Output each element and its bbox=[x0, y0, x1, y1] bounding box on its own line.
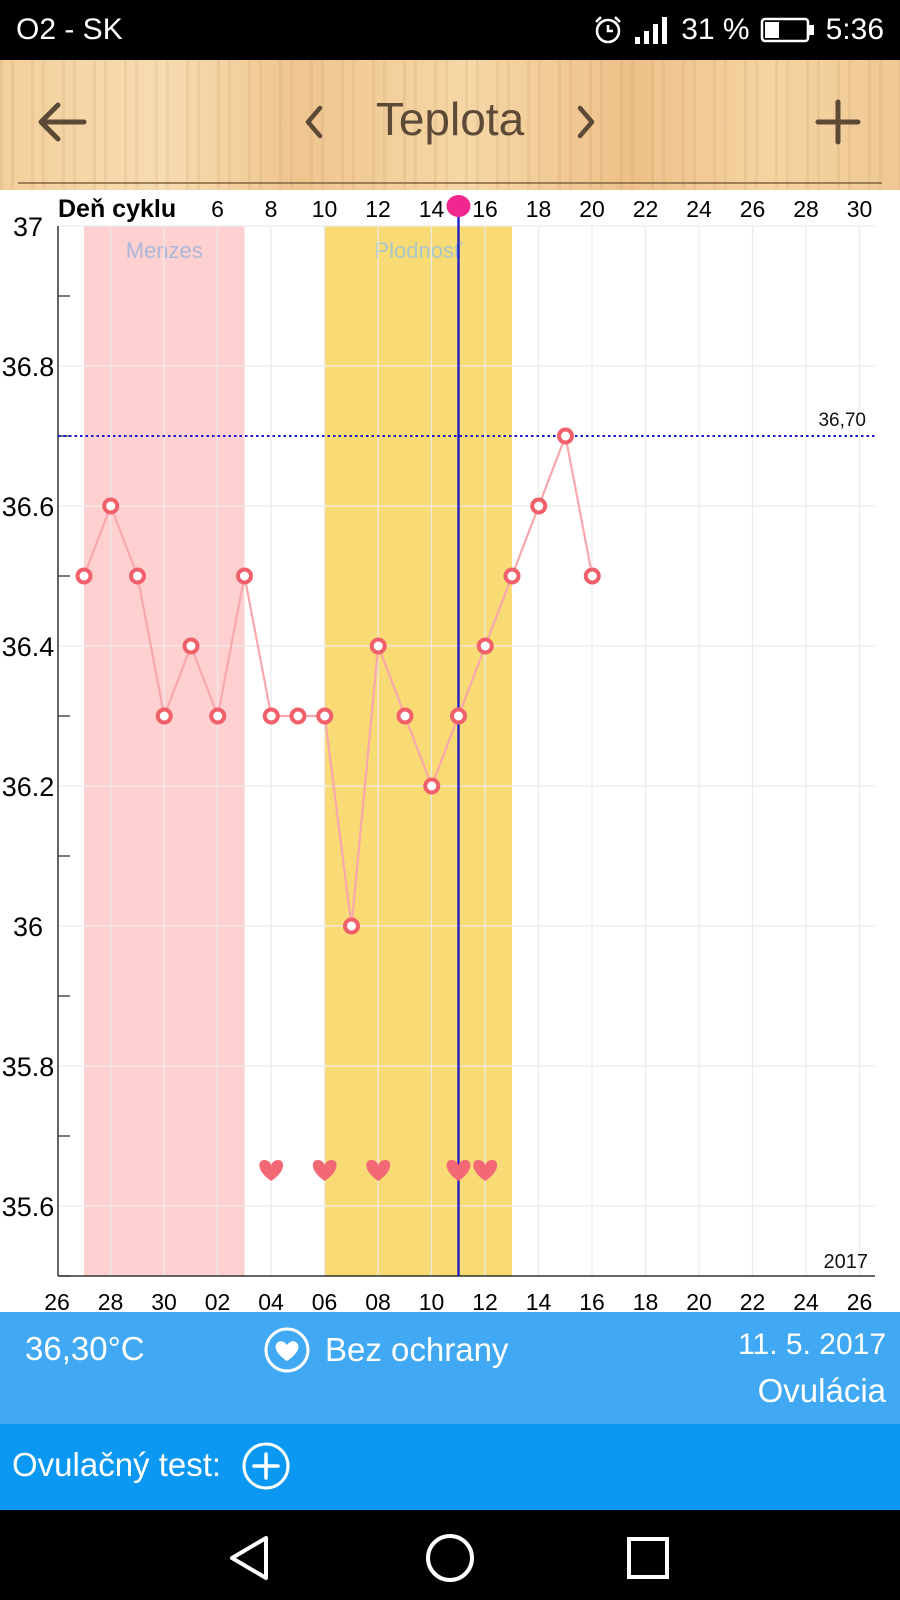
heart-icon bbox=[366, 1160, 391, 1181]
y-tick-label: 36.2 bbox=[2, 772, 55, 802]
heart-icon bbox=[312, 1160, 337, 1181]
clock: 5:36 bbox=[825, 13, 884, 46]
date-tick-label: 14 bbox=[526, 1289, 552, 1314]
toolbar: Teplota bbox=[0, 60, 900, 190]
selected-day-marker[interactable] bbox=[446, 195, 471, 217]
cycle-tick-label: 24 bbox=[686, 196, 712, 222]
cycle-tick-label: 20 bbox=[579, 196, 605, 222]
cycle-tick-label: 14 bbox=[419, 196, 445, 222]
day-info-panel[interactable]: 36,30°C Bez ochrany 11. 5. 2017 Ovulácia bbox=[0, 1312, 900, 1424]
cycle-day-axis-label: Deň cyklu bbox=[58, 195, 176, 223]
date-tick-label: 20 bbox=[686, 1289, 712, 1314]
temperature-point[interactable] bbox=[289, 707, 307, 725]
y-tick-label: 36 bbox=[13, 912, 43, 942]
cycle-tick-label: 18 bbox=[526, 196, 552, 222]
y-tick-label: 35.6 bbox=[2, 1192, 55, 1222]
date-tick-label: 02 bbox=[205, 1289, 231, 1314]
signal-icon bbox=[635, 17, 668, 44]
date-tick-label: 26 bbox=[44, 1289, 70, 1314]
date-tick-label: 28 bbox=[98, 1289, 124, 1314]
temperature-point[interactable] bbox=[209, 707, 227, 725]
year-label: 2017 bbox=[824, 1251, 869, 1273]
temperature-point[interactable] bbox=[182, 637, 200, 655]
temperature-point[interactable] bbox=[583, 567, 601, 585]
date-tick-label: 12 bbox=[472, 1289, 498, 1314]
heart-icon bbox=[446, 1160, 471, 1181]
status-bar: O2 - SK 31 % 5:36 bbox=[0, 0, 900, 60]
temperature-point[interactable] bbox=[530, 497, 548, 515]
cycle-tick-label: 26 bbox=[740, 196, 766, 222]
ovulation-test-panel: Ovulačný test: bbox=[0, 1424, 900, 1510]
date-tick-label: 22 bbox=[740, 1289, 766, 1314]
chevron-right-icon[interactable] bbox=[572, 102, 600, 142]
battery-icon bbox=[760, 17, 814, 43]
temperature-point[interactable] bbox=[75, 567, 93, 585]
carrier-name: O2 - SK bbox=[16, 13, 123, 46]
cycle-tick-label: 16 bbox=[472, 196, 498, 222]
threshold-label: 36,70 bbox=[818, 410, 866, 431]
protection-status[interactable]: Bez ochrany bbox=[263, 1326, 508, 1374]
cycle-phase: Ovulácia bbox=[757, 1372, 886, 1409]
temperature-point[interactable] bbox=[476, 637, 494, 655]
temperature-point[interactable] bbox=[343, 917, 360, 935]
screen-title: Teplota bbox=[375, 93, 525, 145]
date-tick-label: 30 bbox=[151, 1289, 177, 1314]
temperature-point[interactable] bbox=[102, 497, 120, 515]
triangle-back-icon[interactable] bbox=[222, 1530, 278, 1586]
cycle-tick-label: 30 bbox=[847, 196, 873, 222]
protection-label: Bez ochrany bbox=[325, 1331, 509, 1368]
plus-circle-icon[interactable] bbox=[240, 1440, 292, 1492]
cycle-tick-label: 22 bbox=[633, 196, 659, 222]
heart-icon bbox=[473, 1160, 498, 1181]
ovulation-test-label: Ovulačný test: bbox=[12, 1446, 222, 1483]
cycle-tick-label: 8 bbox=[265, 196, 278, 222]
date-tick-label: 10 bbox=[419, 1289, 445, 1314]
y-tick-label: 37 bbox=[13, 212, 43, 242]
temperature-point[interactable] bbox=[450, 707, 467, 725]
temperature-point[interactable] bbox=[423, 777, 441, 795]
temperature-value: 36,30°C bbox=[25, 1330, 145, 1367]
y-tick-label: 35.8 bbox=[2, 1052, 55, 1082]
temperature-point[interactable] bbox=[316, 707, 334, 725]
arrow-left-icon[interactable] bbox=[36, 96, 88, 148]
temperature-point[interactable] bbox=[369, 637, 387, 655]
circle-home-icon[interactable] bbox=[422, 1530, 478, 1586]
y-tick-label: 36.4 bbox=[2, 632, 55, 662]
chevron-left-icon[interactable] bbox=[300, 102, 328, 142]
date-tick-label: 06 bbox=[312, 1289, 338, 1314]
date-tick-label: 08 bbox=[365, 1289, 391, 1314]
selected-date: 11. 5. 2017 bbox=[738, 1328, 886, 1361]
battery-percent: 31 % bbox=[681, 13, 750, 46]
phase-band-label: Plodnosť bbox=[374, 238, 463, 263]
date-tick-label: 26 bbox=[847, 1289, 873, 1314]
temperature-point[interactable] bbox=[557, 427, 574, 445]
cycle-tick-label: 28 bbox=[793, 196, 819, 222]
temperature-point[interactable] bbox=[503, 567, 521, 585]
date-tick-label: 04 bbox=[258, 1289, 284, 1314]
plus-icon[interactable] bbox=[814, 98, 862, 146]
alarm-icon bbox=[595, 16, 622, 44]
toolbar-divider bbox=[18, 182, 882, 184]
date-tick-label: 16 bbox=[579, 1289, 605, 1314]
cycle-tick-label: 6 bbox=[211, 196, 224, 222]
temperature-point[interactable] bbox=[236, 567, 253, 585]
temperature-point[interactable] bbox=[129, 567, 146, 585]
heart-circle-icon bbox=[264, 1327, 310, 1373]
heart-icon bbox=[259, 1160, 284, 1181]
temperature-point[interactable] bbox=[396, 707, 414, 725]
temperature-point[interactable] bbox=[262, 707, 280, 725]
cycle-tick-label: 12 bbox=[365, 196, 391, 222]
system-nav-bar bbox=[0, 1510, 900, 1600]
temperature-chart[interactable]: Menzes Plodnosť Deň cyklu 2017 3736.836.6… bbox=[0, 190, 900, 1314]
y-tick-label: 36.6 bbox=[2, 492, 55, 522]
date-tick-label: 24 bbox=[793, 1289, 819, 1314]
square-recent-icon[interactable] bbox=[620, 1530, 676, 1586]
temperature-point[interactable] bbox=[155, 707, 173, 725]
date-tick-label: 18 bbox=[633, 1289, 659, 1314]
temperature-line bbox=[82, 431, 594, 927]
y-tick-label: 36.8 bbox=[2, 352, 55, 382]
status-indicators: 31 % 5:36 bbox=[593, 13, 884, 47]
cycle-tick-label: 10 bbox=[312, 196, 338, 222]
